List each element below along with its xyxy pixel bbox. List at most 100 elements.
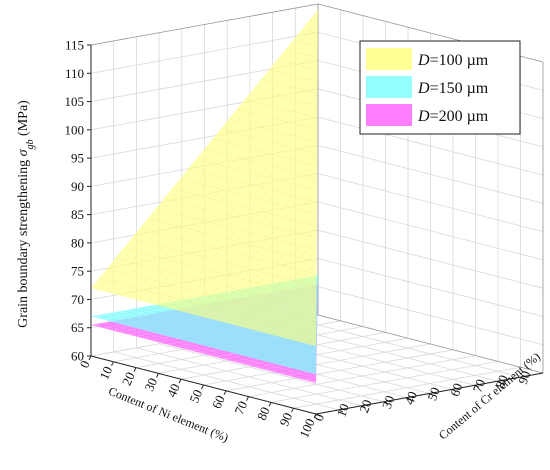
surface-mesh-line xyxy=(299,321,317,343)
y-tick-mark xyxy=(429,393,434,396)
x-tick-label: 20 xyxy=(119,370,138,388)
back-wall-gridline xyxy=(317,258,544,317)
surface-mesh-line xyxy=(195,165,318,316)
z-tick-label: 110 xyxy=(65,66,84,81)
legend-label: D=150 µm xyxy=(417,80,489,97)
surface-mesh-line xyxy=(299,375,317,379)
surface-mesh-line xyxy=(99,314,317,372)
surface-mesh-line xyxy=(115,311,317,365)
y-tick-label: 50 xyxy=(424,385,443,402)
z-axis-title: Grain boundary strengthening σgb (MPa) xyxy=(16,100,36,328)
surface-mesh-line xyxy=(115,258,317,311)
x-tick-label: 0 xyxy=(76,358,92,370)
legend-item: D=200 µm xyxy=(366,104,489,126)
surface-mesh-line xyxy=(307,379,317,382)
z-tick-label: 115 xyxy=(65,38,84,53)
legend-label-value: =150 µm xyxy=(430,80,489,97)
surface-mesh-line xyxy=(147,218,317,263)
box-edge xyxy=(90,3,319,46)
x-tick-mark xyxy=(313,413,317,419)
surface-mesh-line xyxy=(243,342,317,356)
box-edge xyxy=(317,314,544,374)
surface-mesh-line xyxy=(236,108,318,131)
left-wall-gridline xyxy=(90,31,319,74)
surface-mesh-line xyxy=(131,308,317,357)
z-axis-title-text: Grain boundary strengthening xyxy=(16,156,31,327)
surface-mesh-line xyxy=(163,117,318,307)
legend-item: D=100 µm xyxy=(366,48,489,70)
surface-mesh-line xyxy=(259,261,317,332)
legend-label-value: =100 µm xyxy=(430,52,489,69)
y-tick-label: 80 xyxy=(492,373,511,390)
z-tick-label: 95 xyxy=(71,151,84,166)
surface-mesh-line xyxy=(285,49,318,58)
z-tick-label: 70 xyxy=(71,292,84,307)
x-tick-mark xyxy=(133,367,137,372)
surface-mesh-line xyxy=(163,198,317,239)
x-tick-label: 60 xyxy=(209,393,228,411)
x-tick-label: 40 xyxy=(164,381,183,399)
surface-mesh-line xyxy=(293,39,318,46)
surface-mesh-line xyxy=(301,29,318,34)
y-tick-mark xyxy=(383,401,389,405)
z-tick-label: 60 xyxy=(71,349,84,364)
surface-mesh-line xyxy=(277,59,318,70)
x-tick-label: 80 xyxy=(254,405,273,423)
legend-label: D=200 µm xyxy=(417,108,489,125)
surface-mesh-line xyxy=(243,237,317,328)
surface-mesh-line xyxy=(219,201,318,322)
surface-mesh-line xyxy=(220,128,318,155)
surface-mesh-line xyxy=(291,363,317,369)
back-wall-gridline xyxy=(317,144,544,204)
back-wall-gridline xyxy=(317,201,544,261)
legend-item: D=150 µm xyxy=(366,76,489,98)
surface-mesh-line xyxy=(269,69,318,82)
z-tick-label: 80 xyxy=(71,235,84,250)
x-tick-label: 70 xyxy=(231,399,250,417)
x-tick-label: 90 xyxy=(276,410,295,428)
y-tick-mark xyxy=(520,376,525,380)
surface-face xyxy=(91,9,318,347)
surface-mesh-line xyxy=(147,93,318,303)
y-tick-mark xyxy=(451,388,457,392)
x-tick-mark xyxy=(268,402,272,407)
surface-mesh-line xyxy=(114,45,318,295)
surface-mesh-line xyxy=(228,118,318,143)
surface-mesh-line xyxy=(196,158,317,191)
y-tick-label: 10 xyxy=(333,402,352,419)
back-wall-gridline xyxy=(317,229,544,289)
y-tick-mark xyxy=(474,384,480,388)
legend-swatch xyxy=(366,48,412,70)
surface-mesh-line xyxy=(99,323,317,380)
surface-mesh-line xyxy=(267,353,317,363)
y-tick-label: 0 xyxy=(311,412,327,423)
y-tick-mark xyxy=(361,405,366,409)
surface-mesh-line xyxy=(211,189,318,320)
x-tick-mark xyxy=(223,390,227,396)
legend-label-symbol: D xyxy=(417,80,430,97)
legend-label-symbol: D xyxy=(417,108,430,125)
surface-mesh-line xyxy=(131,69,318,299)
x-tick-mark xyxy=(201,384,204,390)
floor-gridline xyxy=(159,343,385,403)
legend-swatch xyxy=(366,76,412,98)
z-tick-label: 90 xyxy=(71,179,84,194)
z-tick-label: 75 xyxy=(71,264,84,279)
legend-label-symbol: D xyxy=(417,52,430,69)
y-tick-label: 20 xyxy=(356,397,375,414)
legend: D=100 µmD=150 µmD=200 µm xyxy=(359,40,521,135)
surface-mesh-line xyxy=(251,249,317,330)
surface-mesh-line xyxy=(283,360,317,367)
surface-mesh-line xyxy=(309,19,318,22)
x-tick-mark xyxy=(156,373,159,378)
surface-mesh-line xyxy=(227,213,317,324)
legend-label: D=100 µm xyxy=(417,52,489,69)
surface-mesh-line xyxy=(147,305,317,350)
surface-mesh-line xyxy=(251,345,317,359)
z-axis-title-subscript: gb xyxy=(25,139,36,149)
surface-mesh-line xyxy=(188,168,317,203)
surface-mesh-line xyxy=(275,285,317,336)
y-tick-label: 30 xyxy=(379,393,398,410)
surface-series-1 xyxy=(91,9,319,347)
